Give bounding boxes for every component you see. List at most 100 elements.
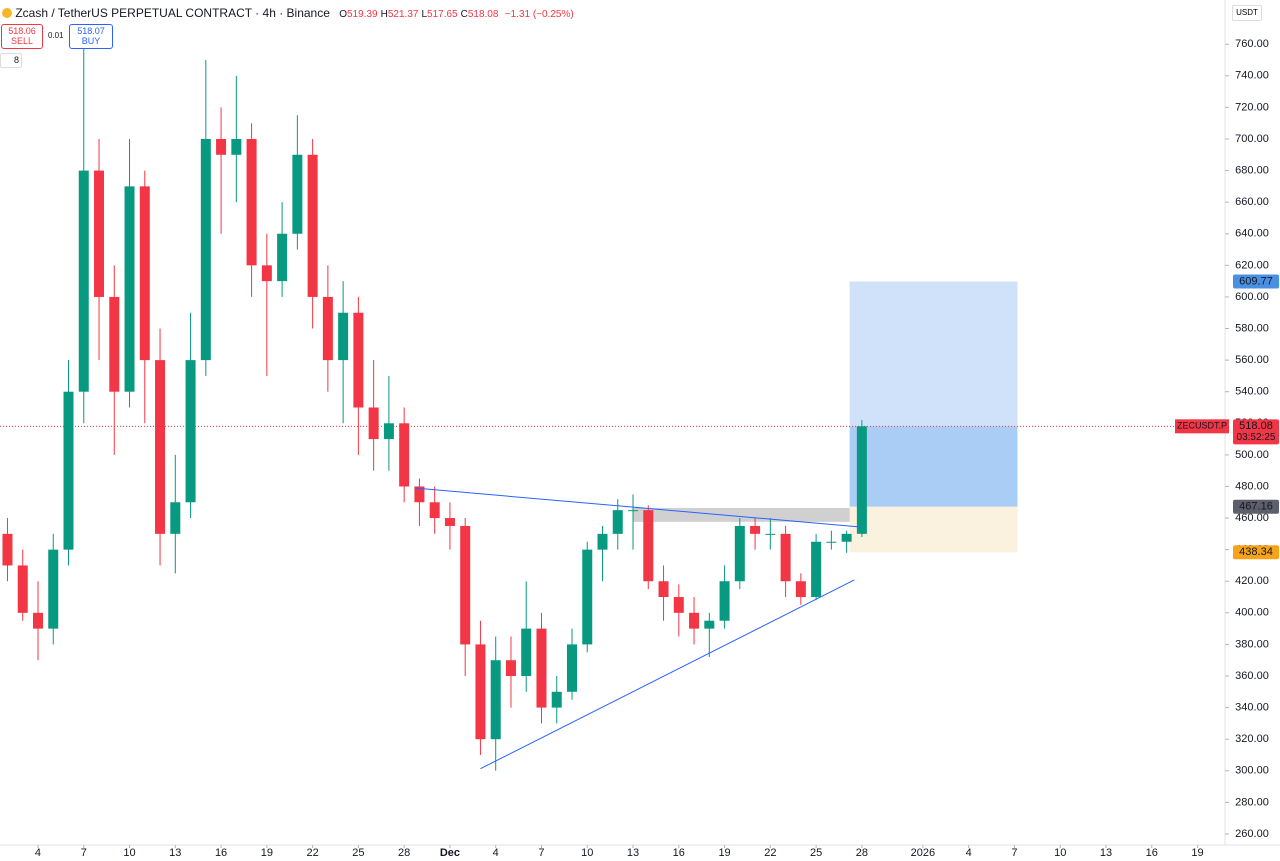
y-tick-label: 280.00 <box>1235 796 1269 808</box>
x-tick-label: 10 <box>581 847 593 859</box>
candle-body <box>185 360 196 503</box>
candle-body <box>322 296 333 361</box>
candle-body <box>612 510 623 534</box>
y-tick-label: 720.00 <box>1235 101 1269 113</box>
candle-body <box>597 533 608 550</box>
change: −1.31 (−0.25%) <box>504 9 574 20</box>
y-tick-label: 400.00 <box>1235 607 1269 619</box>
candle-body <box>48 549 59 629</box>
indicators-toggle[interactable]: 8 <box>0 53 22 68</box>
y-tick-label: 420.00 <box>1235 575 1269 587</box>
x-tick-label: 4 <box>35 847 41 859</box>
candle-body <box>505 660 516 676</box>
candle-body <box>139 186 150 361</box>
legend: Zcash / TetherUS PERPETUAL CONTRACT · 4h… <box>2 6 577 20</box>
x-tick-label: 2026 <box>911 847 935 859</box>
sell-price: 518.06 <box>8 26 36 36</box>
y-tick-label: 700.00 <box>1235 133 1269 145</box>
candle-body <box>795 581 806 598</box>
y-tick-label: 760.00 <box>1235 38 1269 50</box>
x-tick-label: 13 <box>1100 847 1112 859</box>
candle-body <box>826 541 837 543</box>
x-tick-label: 28 <box>398 847 410 859</box>
ohlc-value: 521.37 <box>387 9 419 20</box>
x-tick-label: 7 <box>1011 847 1017 859</box>
candle-body <box>155 360 166 534</box>
candle-body <box>582 549 593 645</box>
candle-body <box>841 533 852 542</box>
x-tick-label: 25 <box>810 847 822 859</box>
y-tick-label: 320.00 <box>1235 733 1269 745</box>
x-tick-label: 16 <box>215 847 227 859</box>
x-tick-label: 22 <box>306 847 318 859</box>
candle-body <box>200 138 211 361</box>
y-tick-label: 360.00 <box>1235 670 1269 682</box>
entry-box <box>1233 499 1279 514</box>
candle-body <box>551 691 562 708</box>
last-price-label: 518.08 <box>1239 420 1273 432</box>
y-tick-label: 380.00 <box>1235 638 1269 650</box>
y-tick-label: 340.00 <box>1235 701 1269 713</box>
y-tick-label: 580.00 <box>1235 322 1269 334</box>
x-tick-label: 4 <box>493 847 499 859</box>
ohlc-key: O <box>339 9 348 20</box>
y-tick-label: 460.00 <box>1235 512 1269 524</box>
sell-button[interactable]: 518.06 SELL <box>1 24 43 49</box>
y-tick-label: 600.00 <box>1235 291 1269 303</box>
stop-zone <box>849 506 1018 553</box>
y-tick-label: 500.00 <box>1235 449 1269 461</box>
x-tick-label: 13 <box>627 847 639 859</box>
buy-price: 518.07 <box>77 26 105 36</box>
candle-body <box>399 423 410 487</box>
candle-body <box>261 265 272 282</box>
entry-label: 467.16 <box>1239 501 1273 513</box>
candle-body <box>292 154 303 234</box>
buy-button[interactable]: 518.07 BUY <box>69 24 113 49</box>
candle-body <box>32 612 43 629</box>
candle-body <box>689 612 700 629</box>
ohlc-key: H <box>380 9 388 20</box>
y-tick-label: 620.00 <box>1235 259 1269 271</box>
candle-body <box>750 525 761 534</box>
candle-body <box>673 597 684 613</box>
coin-icon <box>2 8 12 18</box>
y-tick-label: 260.00 <box>1235 828 1269 840</box>
candle-body <box>536 628 547 708</box>
symbol-tag-box <box>1175 419 1229 434</box>
stop-box <box>1233 545 1279 560</box>
open-profit <box>849 426 1018 507</box>
candle-body <box>246 138 257 266</box>
x-tick-label: 13 <box>169 847 181 859</box>
currency-button[interactable]: USDT <box>1232 5 1262 21</box>
x-tick-label: 10 <box>1054 847 1066 859</box>
y-tick-label: 640.00 <box>1235 228 1269 240</box>
candle-body <box>368 407 379 440</box>
candle-body <box>124 186 135 392</box>
candle-body <box>307 154 318 297</box>
x-tick-label: 10 <box>123 847 135 859</box>
x-tick-label: 28 <box>856 847 868 859</box>
ohlc: O519.39 H521.37 L517.65 C518.08 <box>339 9 501 20</box>
candle-body <box>780 533 791 582</box>
candle-body <box>521 628 532 676</box>
candle-body <box>719 581 730 621</box>
y-tick-label: 560.00 <box>1235 354 1269 366</box>
ohlc-value: 518.08 <box>467 9 499 20</box>
symbol-title[interactable]: Zcash / TetherUS PERPETUAL CONTRACT · 4h… <box>15 6 330 20</box>
candle-body <box>429 502 440 519</box>
candle-body <box>353 312 364 408</box>
last-price-box <box>1233 419 1279 445</box>
x-tick-label: 4 <box>966 847 972 859</box>
candle-body <box>704 620 715 629</box>
candle-body <box>460 525 471 645</box>
x-tick-label: 19 <box>718 847 730 859</box>
candle-body <box>277 233 288 282</box>
y-tick-label: 480.00 <box>1235 480 1269 492</box>
candle-body <box>811 541 822 598</box>
y-tick-label: 540.00 <box>1235 386 1269 398</box>
candle-body <box>94 170 105 297</box>
target-box <box>1233 274 1279 289</box>
x-tick-label: 16 <box>673 847 685 859</box>
candle-body <box>231 138 242 155</box>
x-tick-label: 19 <box>261 847 273 859</box>
